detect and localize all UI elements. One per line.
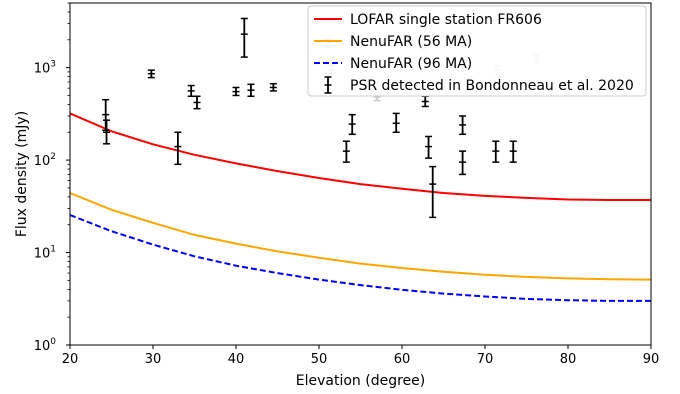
- x-tick-label: 50: [311, 352, 328, 367]
- y-axis-label: Flux density (mJy): [14, 111, 30, 237]
- y-tick-label: 100: [34, 337, 57, 354]
- legend-label-lofar: LOFAR single station FR606: [350, 12, 542, 28]
- psr-point: [348, 113, 356, 136]
- legend-label-psr: PSR detected in Bondonneau et al. 2020: [350, 78, 634, 94]
- psr-point: [240, 17, 248, 58]
- psr-point: [459, 150, 467, 176]
- x-tick-label: 90: [643, 352, 660, 367]
- psr-point: [425, 135, 433, 159]
- x-tick-label: 20: [62, 352, 79, 367]
- plot-frame: [69, 2, 652, 346]
- psr-point: [103, 119, 111, 145]
- legend-label-nenufar-96: NenuFAR (96 MA): [350, 56, 472, 72]
- psr-point: [174, 131, 182, 166]
- x-tick-label: 80: [560, 352, 577, 367]
- legend-swatch-psr: [324, 76, 332, 94]
- psr-point: [342, 140, 350, 163]
- legend-box: [307, 5, 647, 97]
- y-tick-label: 101: [34, 245, 56, 262]
- psr-point: [269, 82, 277, 92]
- psr-point: [147, 69, 155, 79]
- series-line-2: [69, 214, 651, 302]
- y-tick-label: 102: [34, 152, 56, 169]
- legend: LOFAR single station FR606 NenuFAR (56 M…: [307, 5, 647, 97]
- axis-ticks: 20 30 40 50 60 70 80 90 100 101 102 103: [34, 2, 660, 367]
- x-axis-label: Elevation (degree): [296, 373, 425, 389]
- psr-point: [459, 115, 467, 136]
- legend-label-nenufar-56: NenuFAR (56 MA): [350, 34, 472, 50]
- y-tick-label: 103: [34, 60, 56, 77]
- psr-point: [193, 95, 201, 110]
- psr-point: [392, 112, 400, 134]
- series-line-0: [69, 112, 651, 201]
- x-tick-label: 60: [394, 352, 411, 367]
- psr-point: [509, 140, 517, 163]
- psr-point: [429, 165, 437, 219]
- x-tick-label: 30: [145, 352, 162, 367]
- x-tick-label: 70: [477, 352, 494, 367]
- x-tick-label: 40: [228, 352, 245, 367]
- psr-point: [492, 140, 500, 163]
- psr-point: [187, 84, 195, 98]
- series-line-1: [69, 192, 652, 281]
- psr-point: [247, 83, 255, 98]
- psr-point: [232, 86, 240, 97]
